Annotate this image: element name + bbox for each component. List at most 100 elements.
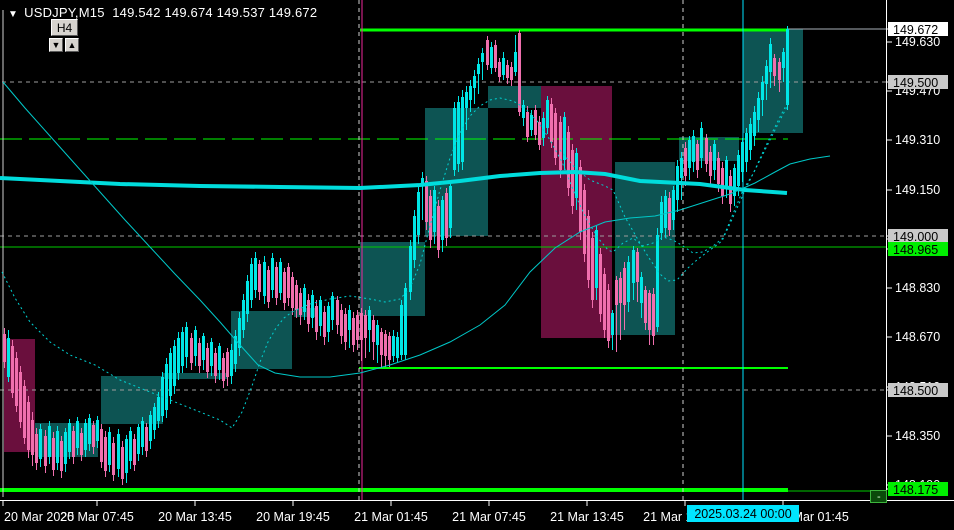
candle-body-bear [526, 112, 529, 137]
candle-body-bull [453, 108, 456, 170]
price-tick-label: 148.670 [895, 330, 940, 344]
price-badge-label: 148.500 [893, 384, 938, 398]
candle-body-bull [303, 288, 306, 312]
candle-body-bull [680, 158, 683, 178]
price-badge-label: 149.500 [893, 76, 938, 90]
time-badge [687, 505, 799, 522]
candle-body-bear [579, 167, 582, 232]
time-tick-label: 21 Mar 07:45 [452, 510, 526, 524]
candle-body-bear [52, 438, 55, 470]
ma-medium-thin [2, 81, 831, 378]
candle-body-bear [445, 193, 448, 238]
vertical-lines[interactable] [2, 0, 744, 500]
candle-body-bear [554, 113, 557, 158]
candle-body-bull [409, 246, 412, 292]
candle-body-bull [745, 133, 748, 162]
h4-box-bull [163, 373, 227, 379]
candle-body-bear [15, 358, 18, 406]
chart-title: ▼ USDJPY,M15 149.542 149.674 149.537 149.… [8, 5, 317, 20]
candle-body-bull [656, 235, 659, 327]
candle-body-bull [404, 288, 407, 355]
candle-body-bull [502, 58, 505, 75]
candle-body-bear [11, 346, 14, 393]
candle-body-bear [3, 334, 6, 362]
candle-body-bull [311, 295, 314, 318]
candle-body-bear [684, 148, 687, 176]
candle-body-bear [307, 300, 310, 324]
price-tick-label: 148.830 [895, 281, 940, 295]
candle-body-bull [331, 296, 334, 320]
candle-body-bull [461, 97, 464, 162]
candle-body-bull [368, 310, 371, 330]
candle-body-bear [275, 267, 278, 298]
symbol-dropdown-icon[interactable]: ▼ [8, 9, 19, 20]
candle-body-bull [530, 115, 533, 130]
candle-body-bull [279, 262, 282, 293]
candle-body-bear [623, 268, 626, 305]
candle-body-bull [514, 52, 517, 72]
candle-body-bull [173, 346, 176, 386]
candle-body-bull [473, 76, 476, 88]
candle-body-bear [31, 420, 34, 455]
candle-body-bull [449, 186, 452, 228]
candle-body-bear [425, 181, 428, 222]
candle-body-bull [319, 300, 322, 326]
candle-body-bear [583, 190, 586, 254]
candle-body-bull [786, 29, 789, 105]
price-tick-label: 149.150 [895, 183, 940, 197]
price-tick-label: 148.350 [895, 429, 940, 443]
candle-body-bull [376, 325, 379, 345]
ohlc-quotes: 149.542 149.674 149.537 149.672 [112, 5, 318, 20]
time-tick-label: 20 Mar 19:45 [256, 510, 330, 524]
candle-body-bull [433, 190, 436, 232]
candle-body-bear [644, 290, 647, 323]
candle-body-bear [603, 274, 606, 330]
price-axis[interactable]: 149.630149.470149.310149.150148.990148.8… [887, 22, 948, 497]
candle-body-bull [149, 415, 152, 441]
candle-body-bear [599, 254, 602, 314]
candle-body-bear [323, 312, 326, 337]
candle-body-bull [39, 429, 42, 459]
price-badge-148.500 [888, 383, 948, 397]
htf-period-button[interactable]: H4 [51, 19, 78, 36]
candle-body-bull [542, 118, 545, 138]
candle-body-bear [534, 110, 537, 135]
time-tick-label: 20 Mar 07:45 [60, 510, 134, 524]
candle-body-bull [169, 353, 172, 396]
candle-body-bear [60, 441, 63, 471]
candle-body-bear [437, 206, 440, 250]
candle-body-bear [518, 33, 521, 112]
candle-body-bear [429, 196, 432, 240]
htf-period-up-button[interactable]: ▲ [65, 38, 79, 52]
candle-body-bull [457, 102, 460, 164]
candle-body-bull [250, 264, 253, 300]
candle-body-bear [344, 314, 347, 342]
htf-period-down-button[interactable]: ▼ [49, 38, 63, 52]
time-tick-label: 20 Mar 13:45 [158, 510, 232, 524]
candle-body-bull [218, 346, 221, 370]
candle-body-bear [607, 290, 610, 341]
collapse-button[interactable]: - [870, 490, 887, 503]
candle-body-bull [242, 300, 245, 330]
candle-body-bear [773, 58, 776, 76]
candle-body-bear [506, 65, 509, 78]
price-tick-label: 149.630 [895, 35, 940, 49]
candle-body-bear [145, 427, 148, 451]
candle-body-bear [372, 320, 375, 342]
candle-body-bull [713, 144, 716, 170]
candle-body-bull [177, 338, 180, 373]
h4-box-bull [743, 29, 803, 133]
candle-body-bull [477, 64, 480, 74]
time-tick-label: 21 Mar 13:45 [550, 510, 624, 524]
time-tick-label: 20 Mar 2025 [4, 510, 74, 524]
price-badge-148.965 [888, 242, 948, 256]
h4-box-bull [488, 86, 541, 108]
candle-body-bull [421, 178, 424, 186]
price-badge-149.000 [888, 229, 948, 243]
candle-body-bull [782, 52, 785, 68]
candle-body-bull [157, 397, 160, 421]
